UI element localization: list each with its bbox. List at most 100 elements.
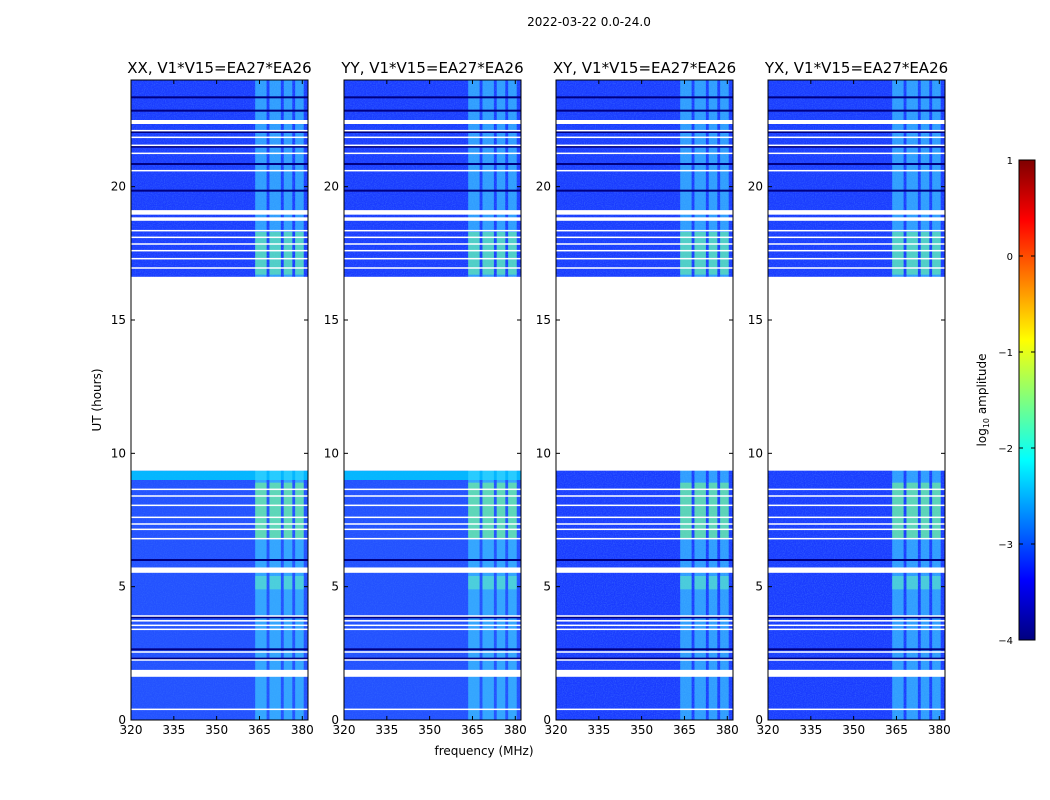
rfi-patch xyxy=(295,482,304,539)
dark-row xyxy=(344,145,521,148)
flagged-row xyxy=(556,628,733,631)
flagged-row xyxy=(768,249,945,252)
x-tick-label: 350 xyxy=(418,723,441,737)
flagged-row xyxy=(556,243,733,245)
x-tick-label: 380 xyxy=(716,723,739,737)
flagged-row xyxy=(131,257,308,260)
flagged-range xyxy=(344,210,521,215)
panel: 320 335 350 365 380 0 5 10 15 20 YY, V1*V15=EA27*E… xyxy=(324,59,527,737)
rfi-patch xyxy=(255,576,267,590)
panel-title: YY, V1*V15=EA27*EA26 xyxy=(340,59,523,77)
x-tick-label: 320 xyxy=(333,723,356,737)
y-tick-label: 10 xyxy=(536,446,551,460)
y-tick-label: 20 xyxy=(748,180,763,194)
colorbar-tick-label: −1 xyxy=(998,348,1013,359)
rfi-patch xyxy=(468,232,480,275)
flagged-range xyxy=(768,217,945,221)
flagged-row xyxy=(344,537,521,540)
flagged-range xyxy=(768,276,945,471)
flagged-row xyxy=(556,152,733,155)
lower-bright-band xyxy=(344,470,521,720)
dark-row xyxy=(344,96,521,99)
flagged-row xyxy=(131,615,308,617)
flagged-range xyxy=(556,276,733,471)
flagged-range xyxy=(556,669,733,677)
flagged-row xyxy=(344,516,521,519)
axes-frame xyxy=(555,79,734,721)
flagged-range xyxy=(344,120,521,124)
colorbar-tick-label: 0 xyxy=(1007,252,1013,263)
flagged-row xyxy=(131,152,308,155)
flagged-range xyxy=(556,210,733,215)
dark-row xyxy=(556,616,733,619)
dark-row xyxy=(556,657,733,660)
rfi-patch xyxy=(694,232,706,275)
dark-row xyxy=(131,559,308,561)
flagged-row xyxy=(344,169,521,172)
flagged-row xyxy=(131,488,308,491)
flagged-row xyxy=(344,624,521,627)
x-tick-label: 350 xyxy=(842,723,865,737)
rfi-patch xyxy=(295,576,304,590)
flagged-row xyxy=(556,169,733,172)
flagged-row xyxy=(768,144,945,147)
y-tick-label: 15 xyxy=(536,313,551,327)
flagged-row xyxy=(556,624,733,627)
rfi-patch xyxy=(892,482,904,539)
flagged-row xyxy=(556,488,733,491)
y-tick-label: 0 xyxy=(118,713,126,727)
dark-row xyxy=(556,163,733,165)
flagged-row xyxy=(556,523,733,525)
flagged-row xyxy=(131,620,308,622)
dark-row xyxy=(556,131,733,133)
flagged-row xyxy=(556,267,733,269)
rfi-patch xyxy=(694,576,706,590)
rfi-patch xyxy=(482,482,494,539)
flagged-row xyxy=(768,620,945,622)
rfi-patch xyxy=(496,482,506,539)
top-edge-bright-row xyxy=(344,470,521,480)
flagged-row xyxy=(131,495,308,497)
x-tick-label: 350 xyxy=(630,723,653,737)
y-tick-label: 5 xyxy=(331,580,339,594)
x-tick-label: 365 xyxy=(461,723,484,737)
y-tick-label: 20 xyxy=(111,180,126,194)
x-tick-label: 350 xyxy=(205,723,228,737)
flagged-range xyxy=(556,217,733,221)
flagged-row xyxy=(344,136,521,139)
flagged-row xyxy=(344,659,521,661)
flagged-row xyxy=(768,495,945,497)
flagged-row xyxy=(344,651,521,653)
rfi-patch xyxy=(720,576,729,590)
rfi-patch xyxy=(680,232,692,275)
x-tick-label: 365 xyxy=(248,723,271,737)
rfi-patch xyxy=(508,576,517,590)
flagged-row xyxy=(344,615,521,617)
flagged-row xyxy=(344,144,521,147)
dark-row xyxy=(344,109,521,112)
y-tick-label: 20 xyxy=(536,180,551,194)
flagged-row xyxy=(344,620,521,622)
dark-row xyxy=(131,616,308,619)
rfi-patch xyxy=(932,482,941,539)
flagged-row xyxy=(131,516,308,519)
rfi-patch xyxy=(694,482,706,539)
rfi-patch xyxy=(892,232,904,275)
flagged-row xyxy=(556,615,733,617)
x-tick-label: 335 xyxy=(162,723,185,737)
flagged-row xyxy=(768,528,945,531)
flagged-row xyxy=(768,488,945,491)
rfi-patch xyxy=(932,576,941,590)
rfi-patch xyxy=(892,576,904,590)
dark-row xyxy=(556,96,733,99)
dark-row xyxy=(344,657,521,660)
flagged-row xyxy=(131,537,308,540)
dark-row xyxy=(768,648,945,651)
flagged-row xyxy=(556,651,733,653)
rfi-patch xyxy=(720,232,729,275)
flagged-row xyxy=(556,659,733,661)
flagged-row xyxy=(344,257,521,260)
panel-title: XY, V1*V15=EA27*EA26 xyxy=(553,59,736,77)
flagged-row xyxy=(131,528,308,531)
flagged-row xyxy=(131,628,308,631)
